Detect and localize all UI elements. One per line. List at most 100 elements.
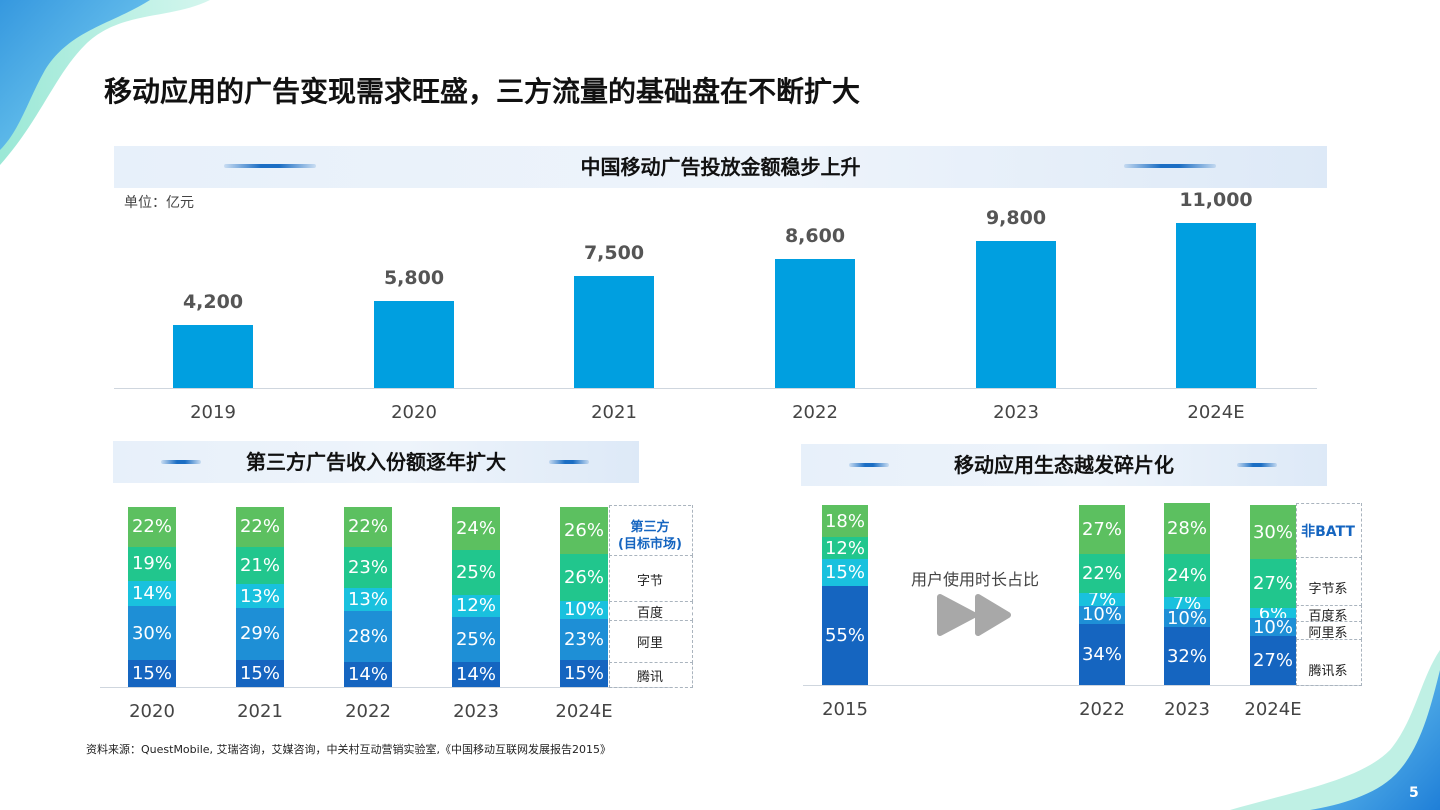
- stacked-segment: 22%: [236, 507, 284, 547]
- legend-third-party: 第三方: [630, 520, 670, 535]
- page-number: 5: [1409, 785, 1419, 801]
- legend-top-border: [609, 505, 691, 506]
- legend-cell: [609, 662, 693, 688]
- stacked-segment: 12%: [822, 537, 868, 559]
- stacked-segment: 14%: [344, 661, 392, 687]
- chart1-title: 中国移动广告投放金额稳步上升: [580, 155, 861, 179]
- chart3-header-band: 移动应用生态越发碎片化: [801, 444, 1327, 486]
- legend-cell: [1296, 557, 1362, 606]
- stacked-segment: 10%: [1164, 609, 1210, 628]
- header-dash-right: [1124, 164, 1216, 168]
- legend-cell: [609, 620, 693, 663]
- bar-value-label: 7,500: [583, 241, 645, 264]
- bar: [374, 301, 454, 388]
- stacked-segment: 14%: [128, 580, 176, 606]
- stacked-segment: 26%: [560, 507, 608, 554]
- stacked-segment: 27%: [1079, 505, 1125, 554]
- legend-cell: [609, 505, 693, 556]
- x-tick-label: 2020: [129, 701, 175, 722]
- stacked-segment: 25%: [452, 616, 500, 662]
- legend-non-batt: 非BATT: [1301, 524, 1355, 540]
- legend-baidu: 百度: [636, 606, 663, 621]
- chart1-unit-label: 单位：亿元: [124, 195, 194, 211]
- stacked-segment: 13%: [236, 584, 284, 608]
- stacked-segment: 19%: [128, 546, 176, 581]
- x-tick-label: 2023: [993, 402, 1039, 423]
- stacked-segment: 10%: [1079, 605, 1125, 624]
- stacked-segment: 7%: [1164, 596, 1210, 610]
- legend-tencent: 腾讯: [636, 670, 663, 685]
- x-tick-label: 2021: [237, 701, 283, 722]
- x-tick-label: 2023: [453, 701, 499, 722]
- stacked-segment: 24%: [452, 507, 500, 551]
- header-dash-left: [849, 463, 889, 467]
- stacked-segment: 28%: [344, 611, 392, 662]
- x-tick-label: 2020: [391, 402, 437, 423]
- x-tick-label: 2015: [822, 699, 868, 720]
- top-left-wave-decoration: [0, 0, 210, 165]
- bar-value-label: 8,600: [784, 225, 846, 247]
- bar: [775, 259, 855, 388]
- legend-cell: [1296, 621, 1362, 640]
- header-dash-left: [161, 460, 201, 464]
- stacked-segment: 23%: [344, 546, 392, 588]
- legend-cell: [609, 555, 693, 602]
- stacked-segment: 22%: [1079, 553, 1125, 594]
- stacked-segment: 55%: [822, 586, 868, 685]
- chart2-header-band: 第三方广告收入份额逐年扩大: [113, 441, 639, 483]
- stacked-segment: 10%: [560, 600, 608, 619]
- stacked-segment: 15%: [236, 660, 284, 687]
- x-tick-label: 2023: [1164, 699, 1210, 720]
- header-dash-right: [1237, 463, 1277, 467]
- legend-baidu: 百度系: [1308, 609, 1348, 624]
- header-dash-left: [224, 164, 316, 168]
- stacked-segment: 26%: [560, 553, 608, 601]
- x-axis-line: [100, 687, 670, 688]
- stacked-segment: 15%: [128, 660, 176, 687]
- bar: [574, 275, 654, 388]
- stacked-segment: 21%: [236, 546, 284, 585]
- legend-third-party-sub: (目标市场): [618, 537, 682, 552]
- stacked-segment: 30%: [1250, 505, 1296, 559]
- chart1-header-band: 中国移动广告投放金额稳步上升: [114, 146, 1327, 188]
- stacked-segment: 25%: [452, 550, 500, 596]
- bar-value-label: 11,000: [1179, 189, 1253, 211]
- x-tick-label: 2022: [345, 701, 391, 722]
- x-tick-label: 2022: [792, 402, 838, 423]
- bar: [976, 241, 1056, 388]
- stacked-segment: 30%: [128, 606, 176, 660]
- double-arrow-icon: [937, 594, 1011, 636]
- legend-cell: [1296, 503, 1362, 558]
- bar-value-label: 9,800: [985, 207, 1047, 229]
- bar: [1176, 223, 1256, 388]
- stacked-segment: 22%: [344, 507, 392, 547]
- stacked-segment: 24%: [1164, 553, 1210, 597]
- chart2-title: 第三方广告收入份额逐年扩大: [246, 450, 506, 474]
- x-tick-label: 2024E: [1187, 402, 1245, 423]
- legend-bytedance: 字节系: [1308, 582, 1348, 597]
- stacked-segment: 27%: [1250, 559, 1296, 608]
- x-axis-line: [114, 388, 1317, 389]
- legend-bytedance: 字节: [636, 574, 663, 589]
- stacked-segment: 34%: [1079, 623, 1125, 685]
- source-note: 资料来源：QuestMobile, 艾瑞咨询，艾媒咨询，中关村互动营销实验室,《…: [86, 743, 612, 756]
- annotation-label: 用户使用时长占比: [910, 570, 1039, 589]
- legend-cell: [1296, 605, 1362, 622]
- stacked-segment: 14%: [452, 661, 500, 687]
- legend-top-border: [1296, 503, 1360, 504]
- bar: [173, 325, 253, 388]
- stacked-segment: 10%: [1250, 618, 1296, 637]
- bar-value-label: 5,800: [383, 267, 445, 289]
- page-title: 移动应用的广告变现需求旺盛，三方流量的基础盘在不断扩大: [104, 75, 861, 108]
- stacked-segment: 15%: [822, 559, 868, 586]
- stacked-segment: 22%: [128, 507, 176, 547]
- stacked-segment: 7%: [1079, 593, 1125, 606]
- stacked-segment: 28%: [1164, 503, 1210, 554]
- stacked-segment: 15%: [560, 660, 608, 687]
- x-tick-label: 2021: [591, 402, 637, 423]
- stacked-segment: 6%: [1250, 607, 1296, 619]
- bottom-right-wave-decoration: [1230, 650, 1440, 810]
- stacked-segment: 29%: [236, 607, 284, 660]
- stacked-segment: 13%: [344, 588, 392, 612]
- legend-ali: 阿里系: [1308, 626, 1348, 641]
